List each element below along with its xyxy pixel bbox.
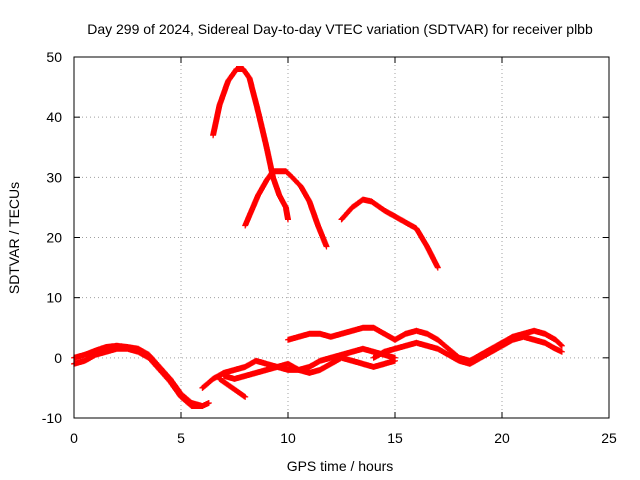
series-markers [338,196,441,271]
x-axis-label: GPS time / hours [287,458,394,474]
y-axis-label: SDTVAR / TECUs [6,182,22,294]
y-tick-label: 20 [46,230,62,246]
series-markers [370,333,565,367]
series-low-band-d [220,354,398,382]
x-tick-label: 25 [601,430,617,446]
x-tick-label: 10 [280,430,296,446]
y-tick-label: 40 [46,109,62,125]
series-markers [220,354,398,382]
series-markers [199,345,398,391]
x-tick-label: 5 [177,430,185,446]
x-tick-label: 20 [494,430,510,446]
data-points [71,66,565,409]
series-arc-afternoon [338,196,441,271]
y-tick-label: 0 [54,350,62,366]
y-tick-label: -10 [42,410,62,426]
y-tick-label: 30 [46,169,62,185]
chart-title: Day 299 of 2024, Sidereal Day-to-day VTE… [87,21,593,37]
x-tick-label: 15 [387,430,403,446]
series-low-band-c [199,345,398,391]
series-dip-arc [216,375,249,400]
series-arc-mid-peak [242,168,330,250]
y-tick-label: 50 [46,49,62,65]
series-markers [285,324,398,343]
series-markers [242,168,330,250]
series-mid-band [285,324,398,343]
grid [74,57,609,418]
y-tick-label: 10 [46,290,62,306]
series-markers [216,375,249,400]
plot-frame [73,56,610,419]
series-late-band-b [370,333,565,367]
axis-ticks: 0 5 10 15 20 25 -10 0 10 20 30 40 50 [42,49,617,446]
x-tick-label: 0 [70,430,78,446]
